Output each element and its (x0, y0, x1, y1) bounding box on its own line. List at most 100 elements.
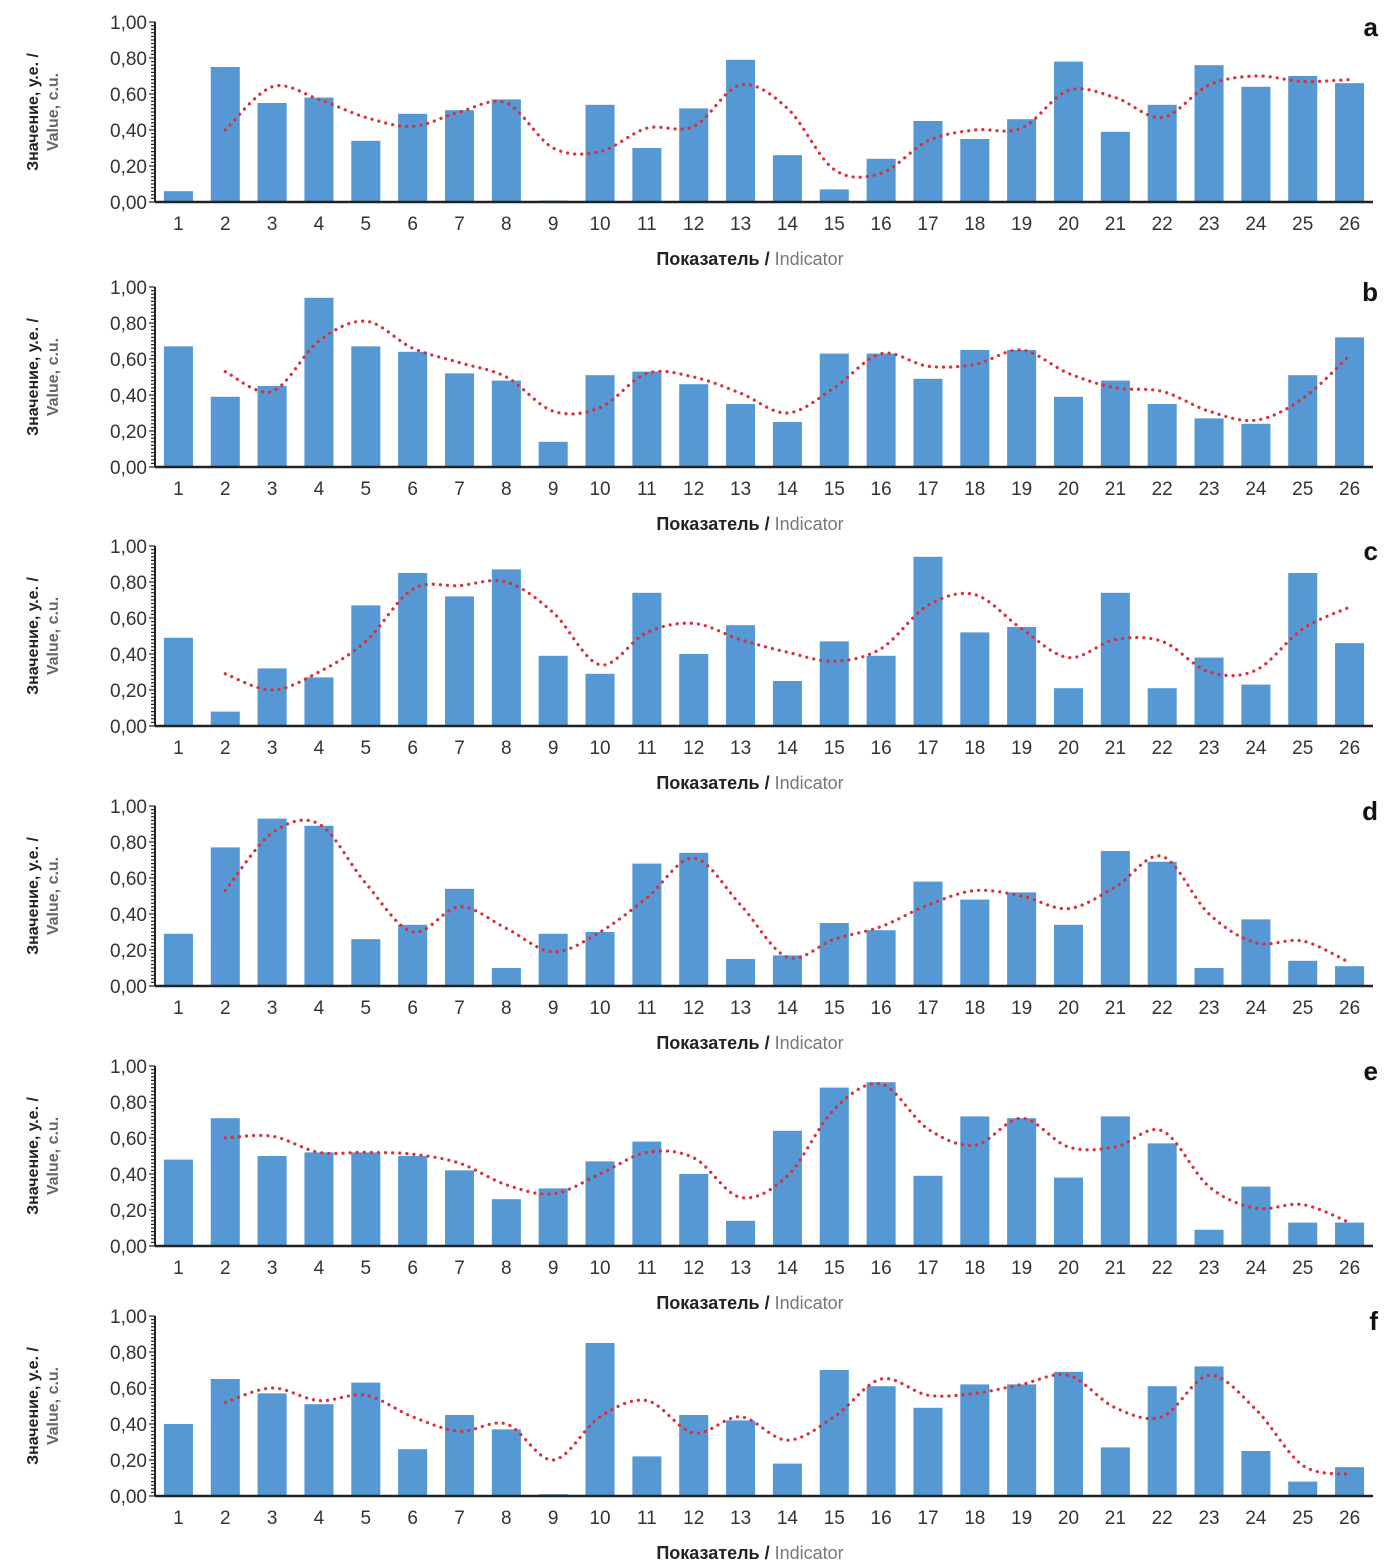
bar (351, 1152, 381, 1246)
x-tick-label: 1 (173, 1258, 184, 1279)
x-tick-label: 21 (1105, 214, 1126, 235)
bar (632, 371, 662, 467)
y-axis-label-en: Value, c.u. (45, 857, 62, 935)
x-axis-label-en: Indicator (775, 514, 844, 534)
bar (1241, 423, 1271, 467)
trend-line (223, 319, 1352, 423)
x-tick-label: 4 (314, 1508, 325, 1529)
y-tick-label: 0,00 (110, 977, 147, 998)
x-tick-label: 9 (548, 214, 559, 235)
x-tick-label: 14 (777, 998, 799, 1019)
x-tick-label: 13 (730, 479, 751, 500)
bar (1288, 573, 1318, 726)
x-tick-label: 26 (1339, 998, 1360, 1019)
x-tick-label: 19 (1011, 1258, 1032, 1279)
x-tick-label: 3 (267, 1508, 278, 1529)
bar (398, 113, 428, 202)
y-tick-label: 1,00 (110, 537, 147, 558)
x-tick-label: 5 (361, 1508, 372, 1529)
bar (1335, 966, 1365, 986)
x-axis-label-ru: Показатель (656, 249, 759, 269)
bar (257, 668, 287, 726)
x-tick-label: 12 (683, 1508, 704, 1529)
x-tick-label: 21 (1105, 479, 1126, 500)
x-tick-label: 11 (637, 214, 657, 235)
y-axis-label-en: Value, c.u. (45, 338, 62, 416)
trend-line (223, 818, 1352, 965)
x-tick-label: 19 (1011, 214, 1032, 235)
y-tick-label: 0,00 (110, 458, 147, 479)
y-tick-label: 1,00 (110, 1057, 147, 1078)
bar (304, 825, 334, 986)
x-tick-label: 11 (637, 1258, 657, 1279)
bar (398, 924, 428, 986)
bar (679, 852, 709, 986)
x-tick-label: 4 (314, 479, 325, 500)
bar (585, 1343, 615, 1496)
x-tick-label: 8 (501, 1258, 512, 1279)
x-tick-label: 24 (1245, 214, 1267, 235)
x-tick-label: 23 (1198, 738, 1219, 759)
x-tick-label: 21 (1105, 998, 1126, 1019)
x-tick-label: 2 (220, 1508, 231, 1529)
x-tick-label: 3 (267, 1258, 278, 1279)
x-tick-label: 8 (501, 214, 512, 235)
bar (1241, 684, 1271, 726)
y-tick-label: 0,80 (110, 314, 147, 335)
bar (304, 97, 334, 202)
x-tick-label: 1 (173, 998, 184, 1019)
x-tick-label: 1 (173, 214, 184, 235)
x-tick-label: 16 (871, 998, 892, 1019)
bar (444, 1170, 475, 1246)
bar (866, 353, 896, 467)
bar (819, 1087, 849, 1246)
x-axis-label-separator: / (760, 773, 775, 793)
x-tick-label: 3 (267, 214, 278, 235)
y-axis-label-en: Value, c.u. (45, 1117, 62, 1195)
y-axis-label-en: Value, c.u. (45, 597, 62, 675)
bar (1147, 104, 1177, 202)
x-tick-label: 1 (173, 1508, 184, 1529)
bar (1147, 404, 1177, 467)
x-tick-label: 12 (683, 479, 704, 500)
y-tick-label: 0,80 (110, 1093, 147, 1114)
bar (351, 140, 381, 202)
bar (585, 932, 615, 986)
x-axis-label-ru: Показатель (656, 1293, 759, 1313)
bar (1335, 337, 1365, 467)
bar (163, 933, 193, 986)
bar (866, 1082, 896, 1246)
bar (1335, 643, 1365, 726)
x-tick-label: 5 (361, 1258, 372, 1279)
x-tick-label: 5 (361, 479, 372, 500)
x-tick-label: 24 (1245, 738, 1267, 759)
x-axis-label: Показатель / Indicator (656, 773, 843, 793)
x-tick-label: 5 (361, 998, 372, 1019)
x-tick-label: 18 (964, 1508, 985, 1529)
bar (1288, 1222, 1318, 1246)
bar (1053, 1371, 1084, 1496)
x-tick-label: 17 (917, 479, 938, 500)
x-tick-label: 13 (730, 214, 751, 235)
panel-letter: b (1362, 277, 1378, 307)
x-tick-label: 20 (1058, 738, 1079, 759)
bar (1100, 1447, 1130, 1496)
x-axis-label: Показатель / Indicator (656, 1293, 843, 1313)
x-axis-label: Показатель / Indicator (656, 249, 843, 269)
y-tick-label: 0,20 (110, 681, 147, 702)
bar (960, 632, 990, 726)
x-tick-label: 21 (1105, 1258, 1126, 1279)
x-tick-label: 17 (917, 1258, 938, 1279)
x-tick-label: 18 (964, 214, 985, 235)
x-tick-label: 2 (220, 214, 231, 235)
y-tick-label: 0,40 (110, 121, 147, 142)
x-tick-label: 2 (220, 998, 231, 1019)
x-tick-label: 22 (1152, 479, 1173, 500)
x-tick-label: 15 (824, 998, 845, 1019)
x-tick-label: 15 (824, 479, 845, 500)
bar (351, 605, 381, 726)
y-tick-label: 0,20 (110, 941, 147, 962)
x-tick-label: 9 (548, 479, 559, 500)
x-tick-label: 12 (683, 998, 704, 1019)
x-tick-label: 18 (964, 479, 985, 500)
